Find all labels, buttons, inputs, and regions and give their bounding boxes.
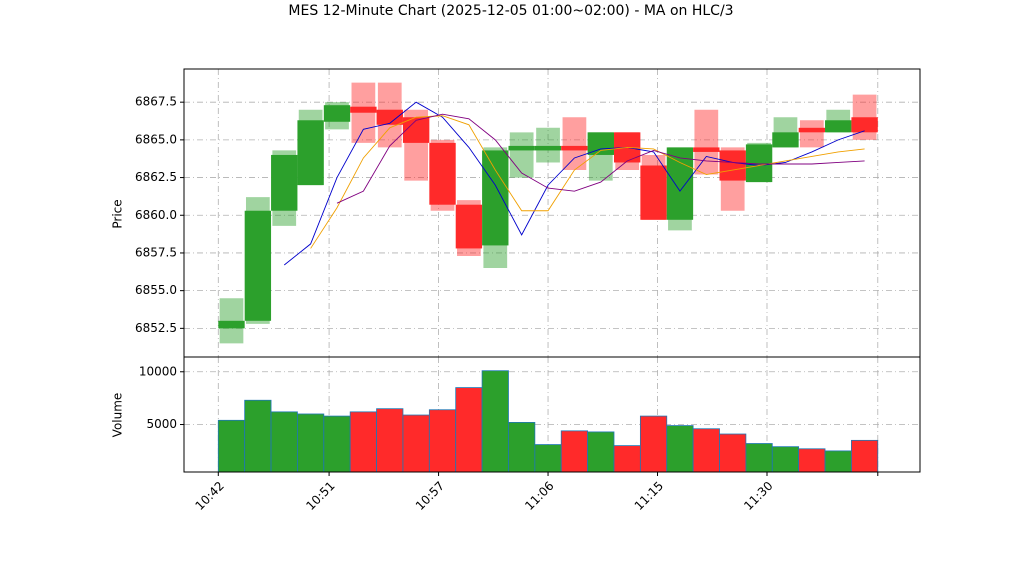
- volume-bar: [244, 399, 272, 473]
- candle-body: [271, 154, 298, 211]
- volume-bar: [613, 445, 641, 473]
- ma-line: [336, 113, 865, 204]
- volume-bar: [428, 409, 457, 473]
- candle-body: [402, 117, 430, 143]
- y-tick-label: 6857.5: [135, 245, 177, 259]
- volume-axis-label: Volume: [111, 393, 125, 438]
- volume-tick-label: 5000: [146, 417, 177, 431]
- volume-bar: [666, 425, 694, 473]
- candle-body: [798, 127, 826, 133]
- candle-body: [508, 145, 535, 151]
- volume-bar: [376, 408, 404, 473]
- candle-body: [587, 132, 614, 155]
- volume-bar: [508, 422, 536, 473]
- y-axis-label: Price: [111, 199, 125, 228]
- volume-bar: [719, 433, 747, 473]
- candle-body: [666, 147, 694, 220]
- y-tick-label: 6852.5: [135, 321, 177, 335]
- volume-bar: [455, 387, 483, 473]
- candle-body: [851, 117, 878, 133]
- volume-bar: [692, 428, 720, 473]
- volume-bar: [824, 450, 852, 473]
- candle-body: [455, 204, 483, 249]
- volume-bar: [639, 415, 668, 473]
- volume-bar: [481, 370, 509, 473]
- candle-body: [772, 132, 799, 148]
- volume-bar: [851, 439, 879, 473]
- volume-axes-frame: [183, 356, 921, 473]
- candle-body: [376, 109, 403, 125]
- volume-bar: [297, 413, 325, 473]
- candle-body: [323, 105, 351, 122]
- y-tick-label: 6855.0: [135, 283, 177, 297]
- volume-tick-label: 10000: [139, 364, 177, 378]
- volume-bar: [217, 419, 246, 473]
- ma-line: [310, 115, 865, 249]
- chart-title: MES 12-Minute Chart (2025-12-05 01:00~02…: [288, 3, 733, 19]
- volume-bar: [771, 446, 800, 473]
- y-tick-label: 6860.0: [135, 208, 177, 222]
- volume-bar: [798, 448, 826, 473]
- candle-body: [218, 320, 245, 329]
- candle-body: [640, 165, 667, 220]
- y-tick-label: 6862.5: [135, 170, 177, 184]
- y-tick-label: 6865.0: [135, 132, 177, 146]
- volume-bar: [560, 430, 589, 473]
- candle-body: [244, 210, 272, 321]
- volume-bar: [745, 443, 773, 473]
- volume-bar: [534, 444, 562, 473]
- volume-bar: [323, 415, 351, 473]
- volume-bar: [349, 411, 377, 473]
- candle-body: [561, 145, 588, 151]
- ma-line: [283, 101, 865, 266]
- candle-body: [297, 120, 324, 186]
- candle-body: [534, 145, 562, 151]
- candle-body: [719, 150, 746, 181]
- volume-bar: [402, 414, 430, 473]
- candle-body: [693, 147, 720, 152]
- candle-body: [429, 142, 456, 205]
- candle-body: [350, 106, 377, 113]
- volume-bar: [587, 431, 615, 473]
- y-tick-label: 6867.5: [135, 95, 177, 109]
- candle-body: [482, 150, 509, 246]
- volume-bar: [270, 411, 298, 473]
- candle-body: [825, 120, 852, 133]
